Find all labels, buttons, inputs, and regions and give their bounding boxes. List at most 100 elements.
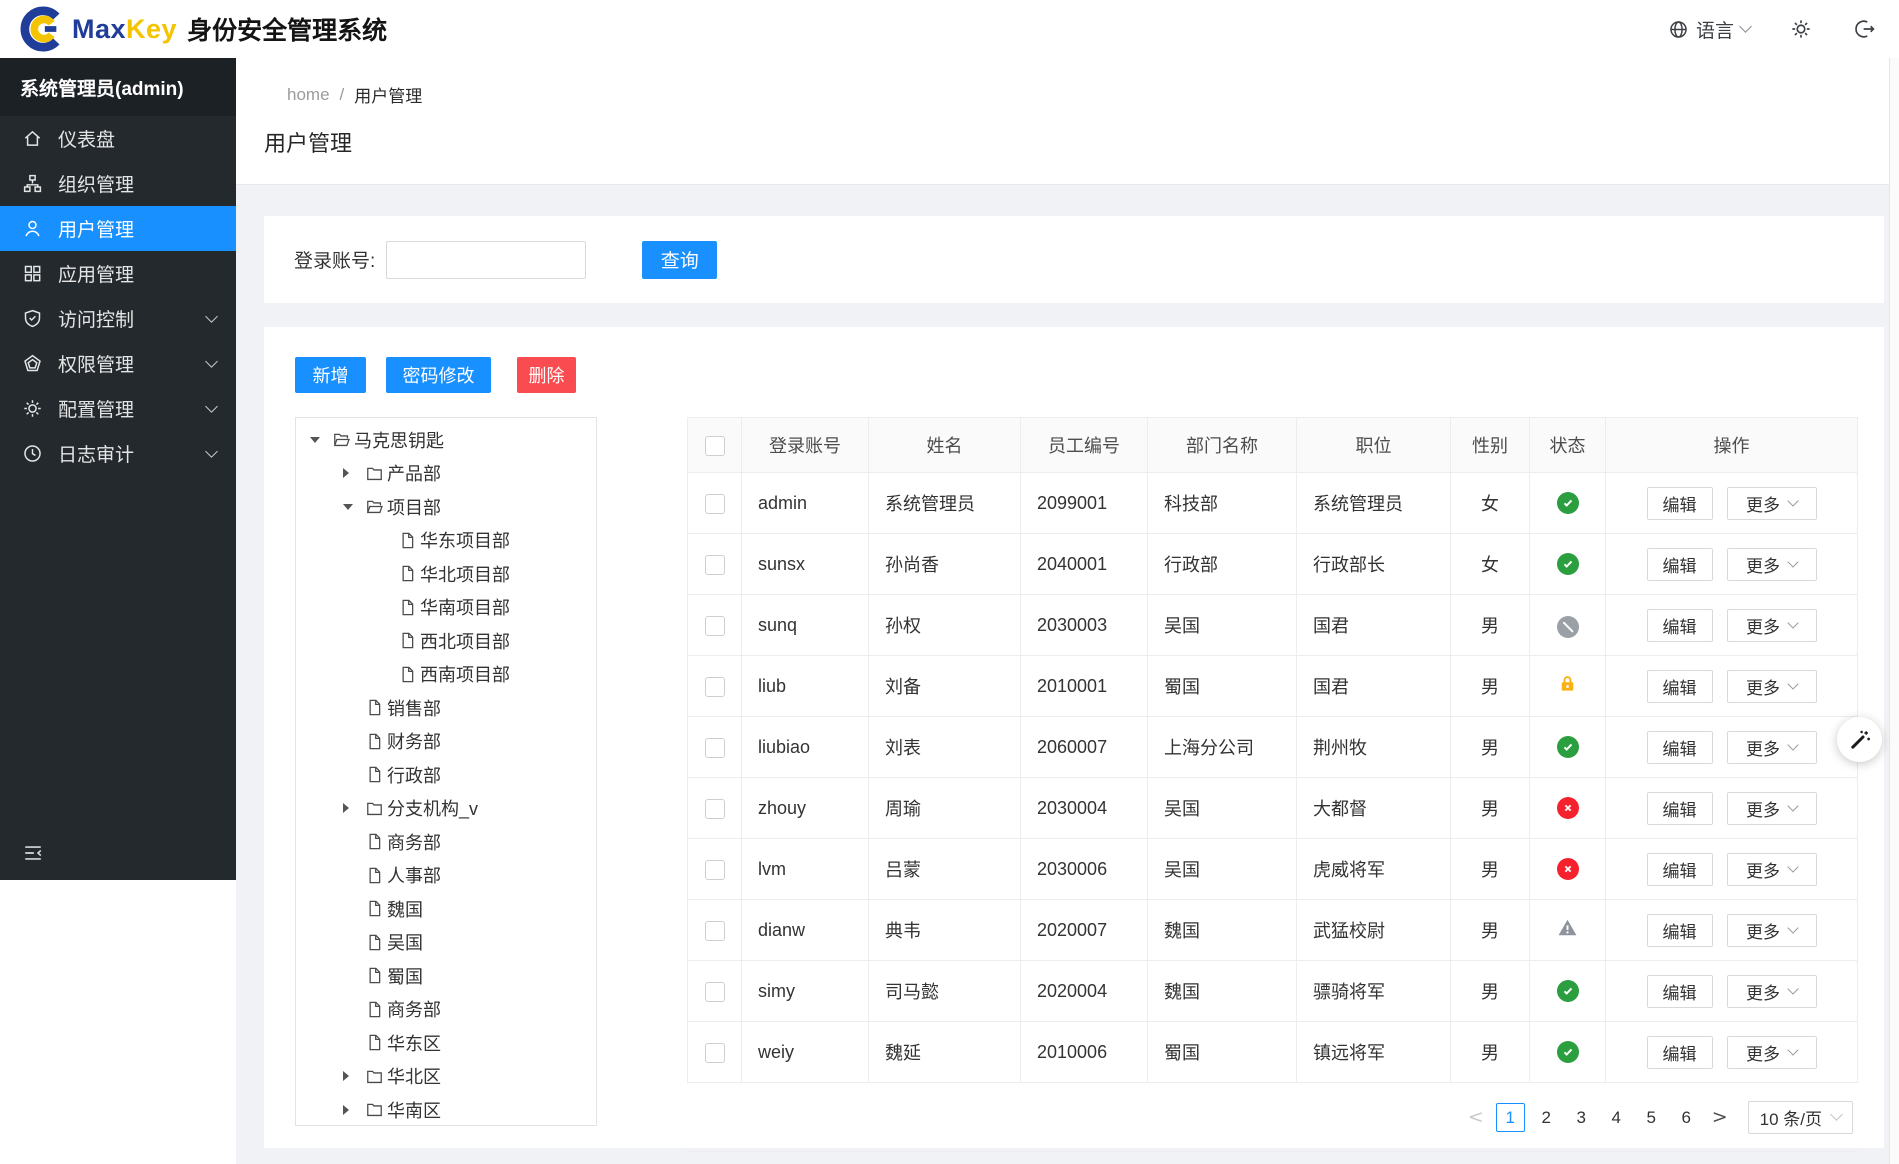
- sidebar-item-users[interactable]: 用户管理: [0, 206, 236, 251]
- more-button[interactable]: 更多: [1726, 486, 1817, 520]
- sidebar: 系统管理员(admin) 仪表盘 组织管理 用户管理 应用管理 访问控制 权限管理 配置管理…: [0, 58, 236, 880]
- edit-button[interactable]: 编辑: [1646, 913, 1713, 947]
- row-checkbox[interactable]: [704, 920, 725, 941]
- sidebar-item-dashboard[interactable]: 仪表盘: [0, 116, 236, 161]
- edit-button[interactable]: 编辑: [1646, 791, 1713, 825]
- more-button[interactable]: 更多: [1726, 852, 1817, 886]
- language-selector[interactable]: 语言: [1668, 16, 1752, 43]
- chevron-down-icon: [1787, 861, 1799, 873]
- edit-button[interactable]: 编辑: [1646, 852, 1713, 886]
- tree-node[interactable]: 西南项目部: [296, 658, 596, 692]
- row-checkbox[interactable]: [704, 615, 725, 636]
- edit-button[interactable]: 编辑: [1646, 974, 1713, 1008]
- row-checkbox[interactable]: [704, 554, 725, 575]
- tree-node[interactable]: 华东项目部: [296, 524, 596, 558]
- row-checkbox[interactable]: [704, 676, 725, 697]
- sidebar-item-organizations[interactable]: 组织管理: [0, 161, 236, 206]
- tree-node[interactable]: 魏国: [296, 892, 596, 926]
- tree-node[interactable]: 西北项目部: [296, 624, 596, 658]
- edit-button[interactable]: 编辑: [1646, 547, 1713, 581]
- tree-node[interactable]: 销售部: [296, 691, 596, 725]
- users-table-panel: 登录账号 姓名 员工编号 部门名称 职位 性别 状态 操作 admin 系统管理员 2099001 科…: [687, 417, 1858, 1152]
- tree-node[interactable]: 吴国: [296, 926, 596, 960]
- tree-node[interactable]: 人事部: [296, 859, 596, 893]
- caret-right-icon[interactable]: [343, 1071, 365, 1082]
- row-checkbox[interactable]: [704, 737, 725, 758]
- add-button[interactable]: 新增: [295, 357, 366, 393]
- sidebar-item-access-control[interactable]: 访问控制: [0, 296, 236, 341]
- caret-down-icon[interactable]: [343, 503, 365, 510]
- page-number-5[interactable]: 5: [1646, 1107, 1656, 1127]
- delete-button[interactable]: 删除: [517, 357, 576, 393]
- settings-gear-icon[interactable]: [1790, 18, 1812, 40]
- page-number-3[interactable]: 3: [1576, 1107, 1586, 1127]
- row-checkbox[interactable]: [704, 798, 725, 819]
- cell-position: 国君: [1296, 594, 1451, 656]
- cell-status: [1529, 472, 1606, 534]
- more-button[interactable]: 更多: [1726, 608, 1817, 642]
- sidebar-item-config[interactable]: 配置管理: [0, 386, 236, 431]
- logout-icon[interactable]: [1854, 18, 1876, 40]
- edit-button[interactable]: 编辑: [1646, 730, 1713, 764]
- next-page-button[interactable]: >: [1711, 1106, 1728, 1128]
- tree-node[interactable]: 商务部: [296, 825, 596, 859]
- edit-button[interactable]: 编辑: [1646, 669, 1713, 703]
- tree-node[interactable]: 华南项目部: [296, 591, 596, 625]
- prev-page-button[interactable]: <: [1467, 1106, 1484, 1128]
- page-header: home / 用户管理 用户管理: [236, 58, 1899, 185]
- change-password-button[interactable]: 密码修改: [386, 357, 491, 393]
- toolbar: 新增 密码修改 删除: [295, 357, 576, 393]
- more-button[interactable]: 更多: [1726, 913, 1817, 947]
- row-checkbox[interactable]: [704, 859, 725, 880]
- page-size-select[interactable]: 10 条/页: [1747, 1100, 1853, 1134]
- edit-button[interactable]: 编辑: [1646, 608, 1713, 642]
- caret-right-icon[interactable]: [343, 1104, 365, 1115]
- caret-right-icon[interactable]: [343, 803, 365, 814]
- table-header-cell: 职位: [1296, 417, 1451, 473]
- tree-node[interactable]: 马克思钥匙: [296, 423, 596, 457]
- tree-node[interactable]: 分支机构_v: [296, 792, 596, 826]
- sidebar-item-applications[interactable]: 应用管理: [0, 251, 236, 296]
- more-button[interactable]: 更多: [1726, 669, 1817, 703]
- caret-right-icon[interactable]: [343, 468, 365, 479]
- select-all-checkbox[interactable]: [704, 435, 725, 456]
- row-checkbox[interactable]: [704, 1042, 725, 1063]
- more-button[interactable]: 更多: [1726, 974, 1817, 1008]
- tree-node[interactable]: 蜀国: [296, 959, 596, 993]
- sidebar-item-audit[interactable]: 日志审计: [0, 431, 236, 476]
- breadcrumb-home-link[interactable]: home: [287, 84, 330, 104]
- top-header: MaxKey 身份安全管理系统 语言: [0, 0, 1899, 58]
- edit-button[interactable]: 编辑: [1646, 486, 1713, 520]
- magic-wand-button[interactable]: [1837, 717, 1882, 762]
- cell-position: 大都督: [1296, 777, 1451, 839]
- tree-node[interactable]: 项目部: [296, 490, 596, 524]
- page-number-2[interactable]: 2: [1541, 1107, 1551, 1127]
- sidebar-item-permissions[interactable]: 权限管理: [0, 341, 236, 386]
- edit-button[interactable]: 编辑: [1646, 1035, 1713, 1069]
- tree-node[interactable]: 华南区: [296, 1093, 596, 1125]
- tree-node[interactable]: 商务部: [296, 993, 596, 1027]
- page-number-1[interactable]: 1: [1495, 1102, 1525, 1132]
- more-button[interactable]: 更多: [1726, 791, 1817, 825]
- tree-node[interactable]: 华北区: [296, 1060, 596, 1094]
- cell-employee-no: 2020007: [1020, 899, 1148, 961]
- more-button[interactable]: 更多: [1726, 547, 1817, 581]
- table-row: lvm 吕蒙 2030006 吴国 虎威将军男 编辑 更多: [687, 838, 1858, 900]
- row-checkbox[interactable]: [704, 981, 725, 1002]
- more-button[interactable]: 更多: [1726, 730, 1817, 764]
- tree-node[interactable]: 产品部: [296, 457, 596, 491]
- page-number-6[interactable]: 6: [1681, 1107, 1691, 1127]
- tree-node[interactable]: 华东区: [296, 1026, 596, 1060]
- page-number-4[interactable]: 4: [1611, 1107, 1621, 1127]
- scrollbar[interactable]: [1889, 58, 1899, 1164]
- more-button[interactable]: 更多: [1726, 1035, 1817, 1069]
- caret-down-icon[interactable]: [310, 436, 332, 443]
- tree-node[interactable]: 财务部: [296, 725, 596, 759]
- login-account-input[interactable]: [386, 240, 587, 279]
- query-button[interactable]: 查询: [642, 240, 718, 279]
- tree-node[interactable]: 行政部: [296, 758, 596, 792]
- row-checkbox[interactable]: [704, 493, 725, 514]
- tree-node[interactable]: 华北项目部: [296, 557, 596, 591]
- chevron-down-icon: [1787, 922, 1799, 934]
- menu-fold-icon[interactable]: [22, 842, 44, 864]
